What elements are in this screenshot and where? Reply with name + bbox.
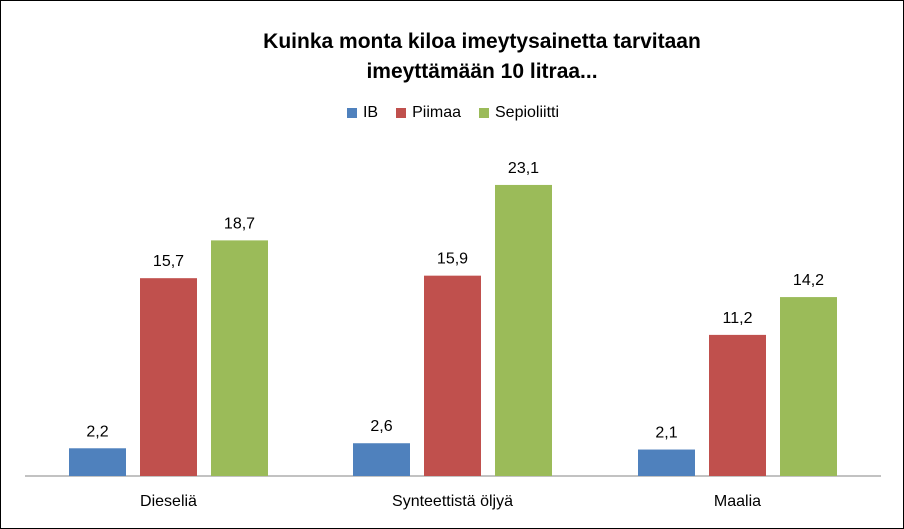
category-label-3: Maalia <box>714 493 761 510</box>
data-label-sepioliitti-2: 23,1 <box>508 160 539 177</box>
data-label-ib-3: 2,1 <box>655 425 677 442</box>
bar-ib-3 <box>638 449 695 476</box>
bar-ib-1 <box>69 448 126 476</box>
legend-label-piimaa: Piimaa <box>412 104 461 121</box>
chart-title-line-2: imeyttämään 10 litraa... <box>366 60 598 83</box>
bar-sepioliitti-2 <box>495 184 552 476</box>
data-label-ib-1: 2,2 <box>86 423 108 440</box>
data-label-sepioliitti-3: 14,2 <box>793 272 824 289</box>
legend-label-ib: IB <box>362 104 379 121</box>
category-label-2: Synteettistä öljyä <box>392 493 513 510</box>
legend-swatch-ib <box>346 108 357 118</box>
data-label-ib-2: 2,6 <box>370 418 392 435</box>
data-label-sepioliitti-1: 18,7 <box>224 215 255 232</box>
chart-title-line-1: Kuinka monta kiloa imeytysainetta tarvit… <box>263 30 701 53</box>
chart-title: Kuinka monta kiloa imeytysainetta tarvit… <box>1 27 904 87</box>
bar-sepioliitti-3 <box>780 297 837 476</box>
legend-label-sepioliitti: Sepioliitti <box>495 104 560 121</box>
legend-item-ib: IB <box>346 104 379 122</box>
category-label-1: Dieseliä <box>140 493 197 510</box>
chart-legend: IB Piimaa Sepioliitti <box>1 104 904 122</box>
bar-piimaa-1 <box>140 278 197 476</box>
legend-swatch-piimaa <box>396 108 407 118</box>
data-label-piimaa-3: 11,2 <box>723 310 753 327</box>
data-label-piimaa-1: 15,7 <box>153 253 184 270</box>
legend-item-piimaa: Piimaa <box>396 104 461 122</box>
bar-sepioliitti-1 <box>211 240 268 476</box>
bar-piimaa-3 <box>709 334 766 476</box>
bar-ib-2 <box>353 443 410 476</box>
bar-piimaa-2 <box>424 275 481 476</box>
data-label-piimaa-2: 15,9 <box>437 251 468 268</box>
legend-item-sepioliitti: Sepioliitti <box>479 104 559 122</box>
legend-swatch-sepioliitti <box>479 108 489 118</box>
